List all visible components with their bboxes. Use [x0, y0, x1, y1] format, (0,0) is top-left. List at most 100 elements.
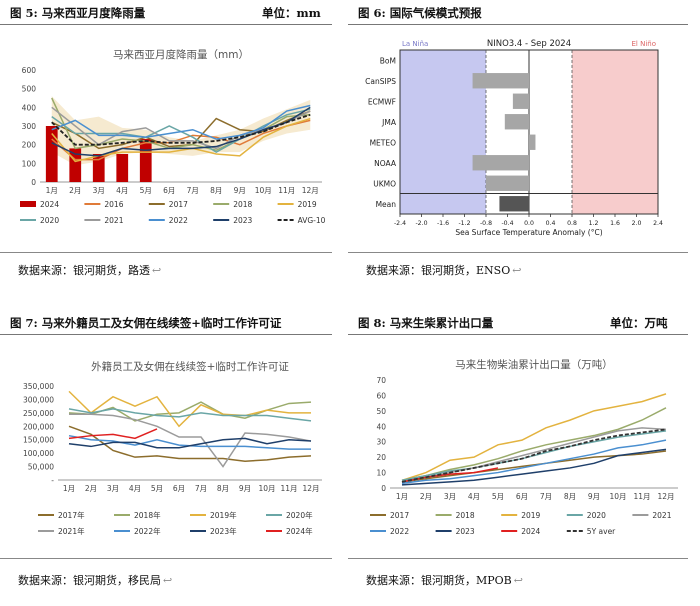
- category-label: BoM: [380, 56, 396, 65]
- y-tick-label: 200: [22, 141, 37, 150]
- la-nina-zone: [400, 50, 486, 214]
- legend-label: 2023: [233, 216, 252, 225]
- legend-label: 2018: [233, 200, 252, 209]
- y-tick-label: 350,000: [23, 382, 54, 391]
- legend-label: 2020: [587, 511, 606, 520]
- legend-label: 2020: [40, 216, 59, 225]
- y-tick-label: 10: [376, 469, 386, 478]
- y-tick-label: 70: [376, 376, 386, 385]
- x-tick-label: 11月: [280, 484, 297, 493]
- y-tick-label: 60: [376, 391, 386, 400]
- legend-label: 2018年: [134, 510, 161, 520]
- series-line-AVG-10: [51, 113, 311, 146]
- legend-label: 2023年: [210, 526, 237, 536]
- fig6-header-bar: 图 6: 国际气候模式预报: [348, 0, 688, 25]
- legend-label: 5Y aver: [587, 527, 616, 536]
- series-line-2016: [51, 119, 311, 161]
- legend-label: 2017: [169, 200, 188, 209]
- x-tick-label: 9月: [234, 186, 246, 195]
- y-tick-label: 100,000: [23, 449, 54, 458]
- x-tick-label: 10月: [609, 492, 626, 501]
- x-tick-label: 10月: [255, 186, 272, 195]
- la-nina-label: La Niña: [402, 40, 428, 48]
- x-tick-label: 4月: [468, 492, 480, 501]
- fig6-chart: NINO3.4 - Sep 2024 La Niña El Niño BoM CanSI…: [365, 39, 663, 237]
- legend-label: 2019: [521, 511, 540, 520]
- y-tick-label: 500: [22, 85, 37, 94]
- legend-label: 2020年: [286, 510, 313, 520]
- x-tick-label: 9月: [239, 484, 251, 493]
- fig8-header: 图 8: 马来生柴累计出口量: [358, 316, 494, 330]
- chart-title: 马来生物柴油累计出口量（万吨）: [455, 358, 613, 371]
- fig6-source: 数据来源：银河期货，ENSO ↩: [366, 262, 521, 278]
- fig8-source: 数据来源：银河期货，MPOB ↩: [366, 572, 523, 588]
- category-label: Mean: [376, 200, 397, 209]
- x-tick-label: 3月: [107, 484, 119, 493]
- fig5-source-text: 数据来源：银河期货，路透: [18, 264, 150, 277]
- legend-label: 2022: [169, 216, 188, 225]
- legend-label: 2022年: [134, 526, 161, 536]
- fig6-source-text: 数据来源：银河期货，ENSO: [366, 264, 511, 277]
- x-tick-label: -0.4: [501, 220, 513, 227]
- y-tick-label: 100: [22, 159, 37, 168]
- y-tick-label: 600: [22, 66, 37, 75]
- category-label: UKMO: [373, 179, 396, 188]
- fig8-rule: [348, 558, 688, 559]
- x-tick-label: -0.8: [480, 220, 492, 227]
- category-label: CanSIPS: [365, 77, 396, 86]
- y-tick-label: 30: [376, 438, 386, 447]
- category-label: JMA: [381, 118, 397, 127]
- series-line-2023: [401, 448, 667, 486]
- fig7-header-bar: 图 7: 马来外籍员工及女佣在线续签+临时工作许可证: [0, 310, 332, 335]
- category-label: METEO: [370, 138, 397, 147]
- x-tick-label: 6月: [173, 484, 185, 493]
- model-bar: [472, 73, 529, 89]
- series-line-2023: [51, 106, 311, 157]
- series-line-2019: [401, 393, 667, 481]
- x-tick-label: 2月: [85, 484, 97, 493]
- legend-label: 2016: [104, 200, 123, 209]
- y-tick-label: 300,000: [23, 395, 54, 404]
- x-tick-label: 0.4: [546, 220, 556, 227]
- legend-label: 2017: [390, 511, 409, 520]
- chart-title: NINO3.4 - Sep 2024: [487, 39, 571, 49]
- x-tick-label: 1月: [46, 186, 58, 195]
- x-tick-label: 12月: [302, 186, 319, 195]
- x-tick-label: 8月: [564, 492, 576, 501]
- x-tick-label: 0.0: [524, 220, 534, 227]
- x-tick-label: 1.6: [610, 220, 620, 227]
- bar-2024: [116, 154, 129, 182]
- y-tick-label: 50,000: [28, 463, 54, 472]
- bar-2024: [92, 154, 105, 182]
- x-tick-label: 4月: [116, 186, 128, 195]
- model-bar: [529, 134, 536, 150]
- model-bar: [472, 155, 529, 171]
- series-line-2023年: [68, 437, 312, 449]
- x-tick-label: 7月: [187, 186, 199, 195]
- fig5-source: 数据来源：银河期货，路透 ↩: [18, 262, 161, 278]
- y-tick-label: 200,000: [23, 422, 54, 431]
- chart-title: 外籍员工及女佣在线续签+临时工作许可证: [91, 360, 289, 373]
- legend-label: 2024: [521, 527, 540, 536]
- x-tick-label: 5月: [140, 186, 152, 195]
- x-tick-label: 9月: [588, 492, 600, 501]
- fig8-unit: 单位：万吨: [610, 316, 668, 330]
- y-tick-label: 20: [376, 453, 386, 462]
- x-tick-label: 2月: [420, 492, 432, 501]
- x-tick-label: 3月: [93, 186, 105, 195]
- x-tick-label: 10月: [258, 484, 275, 493]
- legend-swatch: [20, 201, 36, 207]
- y-tick-label: 50: [376, 407, 386, 416]
- legend-label: 2019: [298, 200, 317, 209]
- model-bar: [512, 93, 529, 109]
- fig5-unit: 单位：mm: [262, 6, 321, 20]
- legend-label: 2022: [390, 527, 409, 536]
- x-tick-label: 7月: [540, 492, 552, 501]
- x-tick-label: 1.2: [589, 220, 599, 227]
- model-bar: [486, 175, 529, 191]
- category-label: NOAA: [374, 159, 397, 168]
- fig8-header-bar: 图 8: 马来生柴累计出口量 单位：万吨: [348, 310, 688, 335]
- x-tick-label: 8月: [217, 484, 229, 493]
- fig8-chart: 马来生物柴油累计出口量（万吨） 0 10 20 30 40 50 60 70 1月 2月 3月 4月 5月…: [370, 358, 678, 536]
- series-line-5Y aver: [401, 428, 667, 483]
